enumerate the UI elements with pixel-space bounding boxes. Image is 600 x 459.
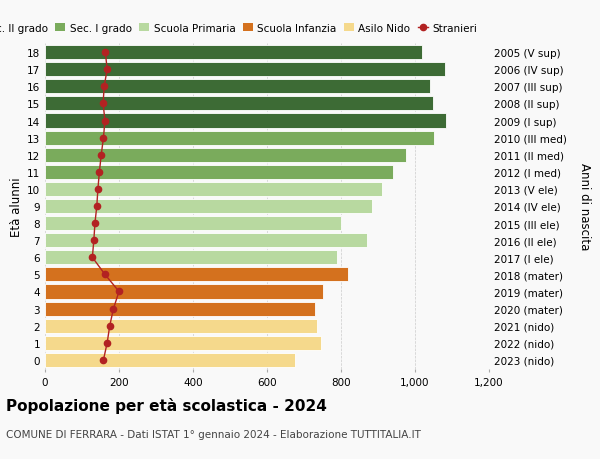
Legend: Sec. II grado, Sec. I grado, Scuola Primaria, Scuola Infanzia, Asilo Nido, Stran: Sec. II grado, Sec. I grado, Scuola Prim… xyxy=(0,19,481,38)
Bar xyxy=(45,97,433,111)
Text: Popolazione per età scolastica - 2024: Popolazione per età scolastica - 2024 xyxy=(6,397,327,413)
Bar xyxy=(45,353,295,367)
Bar xyxy=(45,148,406,162)
Bar xyxy=(45,165,393,179)
Bar xyxy=(45,80,430,94)
Y-axis label: Età alunni: Età alunni xyxy=(10,177,23,236)
Bar xyxy=(45,319,317,333)
Y-axis label: Anni di nascita: Anni di nascita xyxy=(578,163,591,250)
Bar xyxy=(45,285,323,299)
Bar xyxy=(45,131,433,146)
Bar xyxy=(45,183,382,196)
Text: COMUNE DI FERRARA - Dati ISTAT 1° gennaio 2024 - Elaborazione TUTTITALIA.IT: COMUNE DI FERRARA - Dati ISTAT 1° gennai… xyxy=(6,429,421,439)
Bar xyxy=(45,200,373,213)
Bar xyxy=(45,234,367,248)
Bar xyxy=(45,302,315,316)
Bar xyxy=(45,336,320,350)
Bar xyxy=(45,251,337,265)
Bar xyxy=(45,217,341,230)
Bar xyxy=(45,268,349,282)
Bar xyxy=(45,114,446,128)
Bar xyxy=(45,46,422,60)
Bar xyxy=(45,63,445,77)
